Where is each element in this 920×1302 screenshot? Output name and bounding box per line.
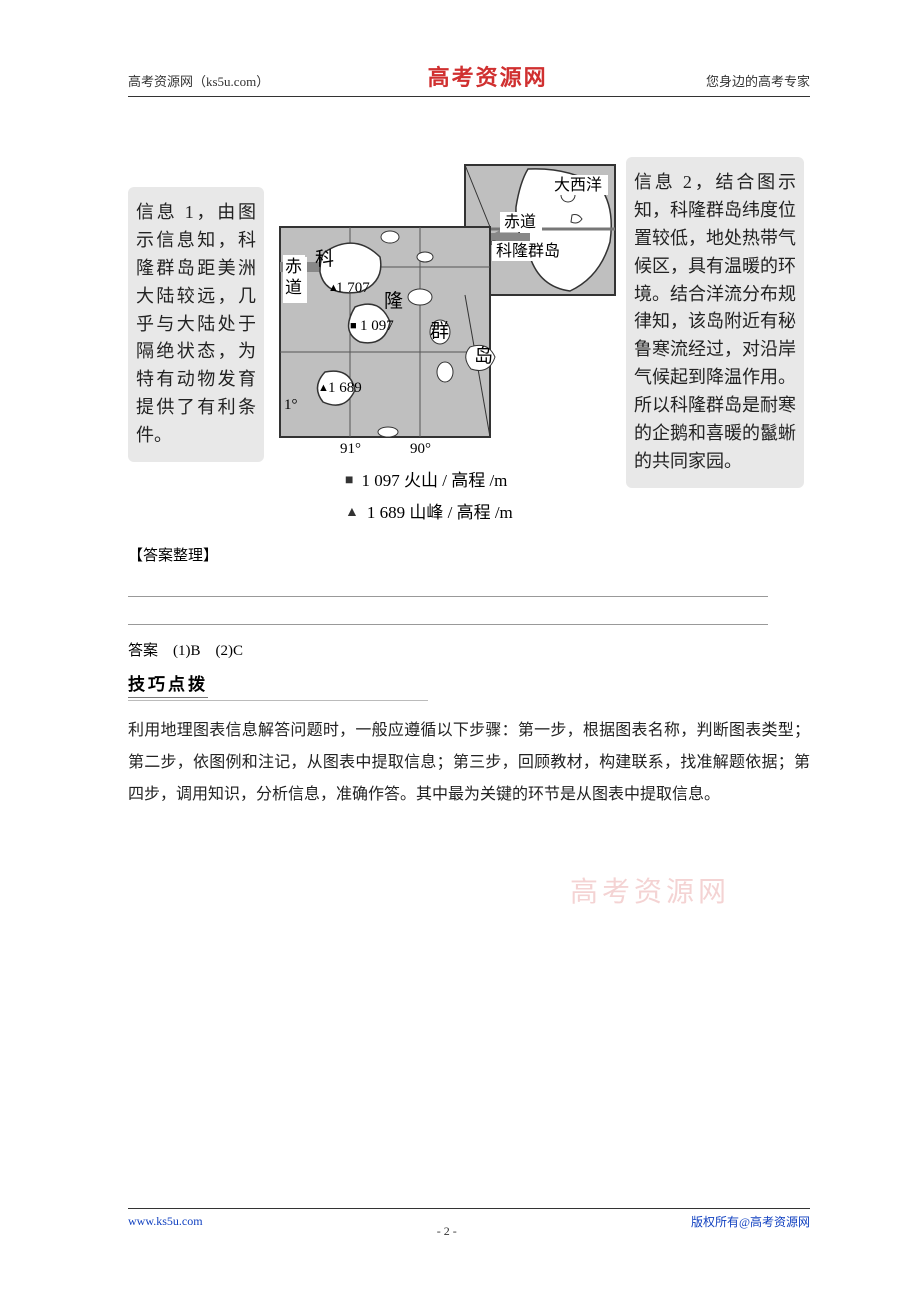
equator-inset-label: 赤道 <box>504 213 536 231</box>
svg-text:岛: 岛 <box>474 345 493 367</box>
header-tagline: 您身边的高考专家 <box>706 71 810 90</box>
footer-copyright: 版权所有@高考资源网 <box>691 1213 810 1230</box>
footer-page-number: - 2 - <box>437 1224 457 1239</box>
blank-line-2 <box>128 603 768 625</box>
legend-volcano: ■ 1 097 火山 / 高程 /m <box>345 465 605 497</box>
ocean-label: 大西洋 <box>554 176 602 194</box>
page-body: 信息 1，由图示信息知，科隆群岛距美洲大陆较远，几乎与大陆处于隔绝状态，为特有动… <box>0 97 920 811</box>
figure-row: 信息 1，由图示信息知，科隆群岛距美洲大陆较远，几乎与大陆处于隔绝状态，为特有动… <box>128 157 810 530</box>
legend-volcano-text: 1 097 火山 / 高程 /m <box>361 465 507 497</box>
legend-peak-text: 1 689 山峰 / 高程 /m <box>367 497 513 529</box>
map-figure: 大西洋 赤道 科隆群岛 <box>270 157 620 457</box>
tips-heading-wrap: 技巧点拨 <box>128 670 428 701</box>
svg-text:道: 道 <box>285 278 302 297</box>
info-box-2: 信息 2，结合图示知，科隆群岛纬度位置较低，地处热带气候区，具有温暖的环境。结合… <box>626 157 804 488</box>
svg-text:赤: 赤 <box>285 257 302 276</box>
tips-title: 技巧点拨 <box>128 670 208 698</box>
lon-90: 90° <box>410 441 431 457</box>
answer-section-label: 【答案整理】 <box>128 544 810 565</box>
info-box-1: 信息 1，由图示信息知，科隆群岛距美洲大陆较远，几乎与大陆处于隔绝状态，为特有动… <box>128 187 264 462</box>
tips-body: 利用地理图表信息解答问题时，一般应遵循以下步骤：第一步，根据图表名称，判断图表类… <box>128 715 810 811</box>
legend-peak: ▲ 1 689 山峰 / 高程 /m <box>345 497 605 529</box>
header-logo: 高考资源网 <box>428 60 548 92</box>
svg-text:隆: 隆 <box>384 290 403 312</box>
page-footer: www.ks5u.com - 2 - 版权所有@高考资源网 <box>128 1208 810 1230</box>
answer-text: 答案 (1)B (2)C <box>128 639 810 660</box>
islands-label: 科隆群岛 <box>496 242 560 260</box>
peak-icon: ▲ <box>345 500 359 527</box>
peak-1689: 1 689 <box>328 380 362 396</box>
volcano-icon: ■ <box>345 468 353 495</box>
footer-url: www.ks5u.com <box>128 1214 203 1229</box>
svg-text:群: 群 <box>430 320 449 342</box>
svg-text:科: 科 <box>315 248 334 270</box>
peak-1097: 1 097 <box>360 318 394 334</box>
page-header: 高考资源网（ks5u.com） 高考资源网 您身边的高考专家 <box>128 0 810 97</box>
header-site: 高考资源网（ks5u.com） <box>128 71 269 90</box>
blank-line-1 <box>128 575 768 597</box>
svg-text:■: ■ <box>350 320 357 332</box>
lat-label: 1° <box>284 397 298 413</box>
watermark: 高考资源网 <box>570 870 730 910</box>
lon-91: 91° <box>340 441 361 457</box>
peak-1707: 1 707 <box>336 280 370 296</box>
map-legend: ■ 1 097 火山 / 高程 /m ▲ 1 689 山峰 / 高程 /m <box>345 465 605 530</box>
map-wrap: 大西洋 赤道 科隆群岛 <box>270 157 620 530</box>
